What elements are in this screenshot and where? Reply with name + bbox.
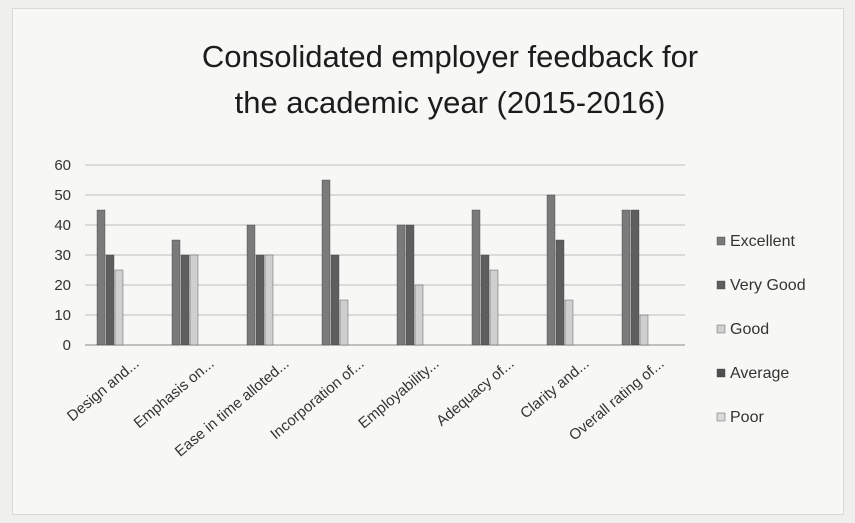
legend: Excellent Very Good Good Average Poor xyxy=(716,233,806,426)
chart-frame: Consolidated employer feedback for the a… xyxy=(12,8,844,515)
legend-swatch xyxy=(716,324,726,334)
bar-good xyxy=(114,269,124,346)
bar-very-good xyxy=(255,254,265,346)
bar-very-good xyxy=(330,254,340,346)
y-axis-ticks: 0 10 20 30 40 50 60 xyxy=(54,157,71,354)
bar-excellent xyxy=(471,209,481,346)
y-tick-label: 0 xyxy=(63,337,71,354)
category-label: Clarity and... xyxy=(517,355,592,422)
bar-good xyxy=(414,284,424,346)
bar-good xyxy=(264,254,274,346)
bar-excellent xyxy=(321,179,331,346)
y-tick-label: 50 xyxy=(54,187,71,204)
legend-label: Very Good xyxy=(730,277,806,294)
bar-good xyxy=(639,314,649,346)
chart-title-line-1: Consolidated employer feedback for xyxy=(202,39,698,74)
bar-very-good xyxy=(405,224,415,346)
bars xyxy=(96,179,649,346)
category-label: Design and... xyxy=(64,355,143,425)
category-label: Adequacy of... xyxy=(433,355,517,430)
bar-very-good xyxy=(105,254,115,346)
bar-good xyxy=(189,254,199,346)
bar-excellent xyxy=(546,194,556,346)
bar-excellent xyxy=(621,209,631,346)
y-tick-label: 30 xyxy=(54,247,71,264)
legend-swatch xyxy=(716,280,726,290)
category-label: Employability... xyxy=(355,355,442,432)
y-tick-label: 60 xyxy=(54,157,71,174)
category-labels: Design and...Emphasis on...Ease in time … xyxy=(64,355,668,460)
bar-excellent xyxy=(246,224,256,346)
bar-very-good xyxy=(480,254,490,346)
chart-canvas: Consolidated employer feedback for the a… xyxy=(54,39,806,460)
chart-title-line-2: the academic year (2015-2016) xyxy=(235,85,666,120)
legend-label: Good xyxy=(730,321,769,338)
y-tick-label: 10 xyxy=(54,307,71,324)
legend-label: Average xyxy=(730,365,789,382)
bar-excellent xyxy=(171,239,181,346)
bar-excellent xyxy=(396,224,406,346)
legend-swatch xyxy=(716,236,726,246)
bar-excellent xyxy=(96,209,106,346)
bar-very-good xyxy=(630,209,640,346)
legend-swatch xyxy=(716,412,726,422)
legend-label: Poor xyxy=(730,409,764,426)
bar-very-good xyxy=(555,239,565,346)
bar-very-good xyxy=(180,254,190,346)
y-tick-label: 40 xyxy=(54,217,71,234)
y-tick-label: 20 xyxy=(54,277,71,294)
bar-good xyxy=(339,299,349,346)
legend-swatch xyxy=(716,368,726,378)
legend-label: Excellent xyxy=(730,233,795,250)
bar-good xyxy=(564,299,574,346)
bar-good xyxy=(489,269,499,346)
